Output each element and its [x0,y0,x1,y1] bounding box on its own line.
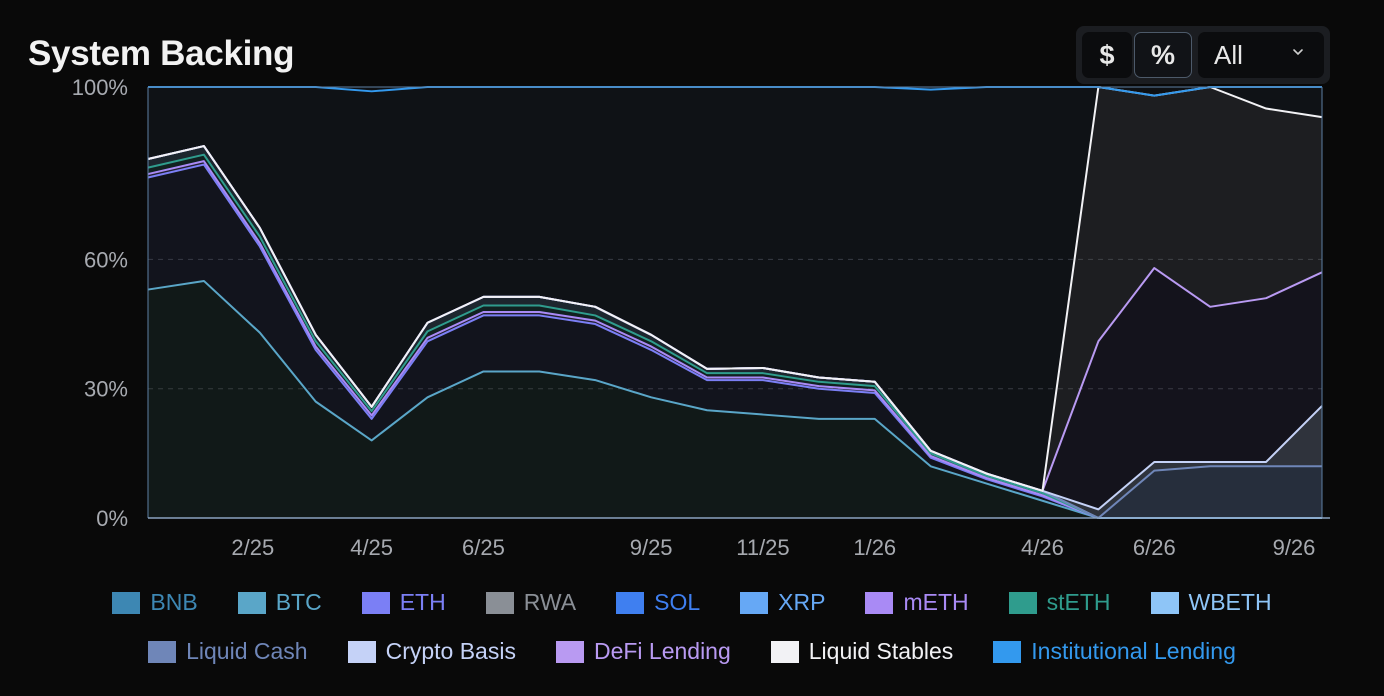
legend-item-institutional-lending[interactable]: Institutional Lending [993,638,1236,665]
legend-label: SOL [654,589,701,615]
legend-item-defi-lending[interactable]: DeFi Lending [555,638,731,665]
legend-label: WBETH [1188,589,1272,615]
y-tick-label: 60% [84,247,128,272]
chart-toolbar: $ % All [1076,26,1330,84]
legend-item-crypto-basis[interactable]: Crypto Basis [347,638,516,665]
legend-swatch [993,640,1022,663]
legend-swatch [1150,591,1179,614]
legend-label: BTC [275,589,322,615]
legend-label: RWA [523,589,577,615]
legend-item-meth[interactable]: mETH [865,589,969,616]
legend-label: BNB [150,589,198,615]
legend-item-liquid-cash[interactable]: Liquid Cash [148,638,308,665]
x-tick-label: 9/26 [1273,535,1316,560]
legend-swatch [347,640,376,663]
percent-toggle-button[interactable]: % [1134,32,1192,78]
legend-item-wbeth[interactable]: WBETH [1150,589,1272,616]
legend-label: ETH [399,589,446,615]
x-tick-label: 2/25 [231,535,274,560]
y-tick-label: 0% [96,506,128,531]
area-institutional-lending [148,87,1322,491]
stacked-area-chart: 0% 30% 60% 100% 2/25 4/25 6/25 9/25 11/25 1/26 4/2… [72,75,1330,560]
range-select[interactable]: All [1198,32,1324,78]
y-tick-label: 30% [84,377,128,402]
legend-swatch [485,591,514,614]
x-tick-label: 4/26 [1021,535,1064,560]
legend-swatch [555,640,584,663]
legend-swatch [1008,591,1037,614]
x-tick-label: 6/25 [462,535,505,560]
x-tick-label: 9/25 [630,535,673,560]
legend-label: Institutional Lending [1031,638,1236,664]
legend-swatch [616,591,645,614]
legend-swatch [361,591,390,614]
legend-item-xrp[interactable]: XRP [740,589,825,616]
legend-label: DeFi Lending [593,638,731,664]
legend-row-2: Liquid Cash Crypto Basis DeFi Lending Liqui… [0,638,1384,665]
legend-swatch [237,591,266,614]
legend-label: XRP [778,589,826,615]
legend-swatch [148,640,177,663]
plot-area [148,87,1322,518]
x-tick-label: 11/25 [736,535,789,560]
legend-swatch [770,640,799,663]
x-tick-label: 1/26 [853,535,896,560]
area-btc [148,280,1322,518]
legend-label: mETH [903,589,969,615]
legend-item-steth[interactable]: stETH [1008,589,1111,616]
legend-item-bnb[interactable]: BNB [112,589,198,616]
range-select-value: All [1214,39,1243,70]
legend-label: stETH [1046,589,1111,615]
legend-swatch [865,591,894,614]
legend-swatch [112,591,141,614]
legend-item-rwa[interactable]: RWA [485,589,577,616]
dollar-toggle-button[interactable]: $ [1082,32,1132,78]
legend-item-sol[interactable]: SOL [616,589,700,616]
legend-row-1: BNB BTC ETH RWA SOL XRP mETH stETH WBETH [0,589,1384,616]
page-title: System Backing [28,34,295,73]
legend-item-eth[interactable]: ETH [361,589,446,616]
legend-item-btc[interactable]: BTC [237,589,322,616]
x-tick-label: 4/25 [350,535,393,560]
area-liquid-cash [148,146,1322,518]
legend-item-liquid-stables[interactable]: Liquid Stables [770,638,954,665]
area-liquid-stables [148,87,1322,491]
legend-label: Liquid Cash [186,638,308,664]
x-tick-label: 6/26 [1133,535,1176,560]
legend-label: Crypto Basis [385,638,516,664]
y-tick-label: 100% [72,75,128,100]
legend-swatch [740,591,769,614]
chevron-down-icon [1293,49,1303,56]
legend-label: Liquid Stables [808,638,954,664]
